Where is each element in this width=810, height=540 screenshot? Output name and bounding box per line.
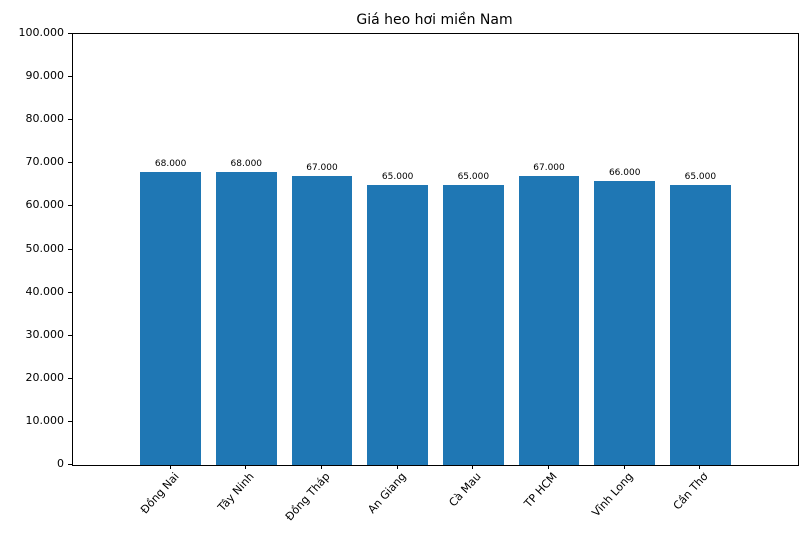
- bar-value-label: 68.000: [154, 158, 187, 169]
- y-tick-mark: [68, 291, 72, 293]
- chart-title: Giá heo hơi miền Nam: [356, 12, 513, 28]
- y-tick-label: 30.000: [25, 327, 65, 341]
- y-tick-label: 10.000: [25, 413, 65, 427]
- y-tick-label: 50.000: [25, 241, 65, 255]
- x-tick-mark: [548, 465, 550, 469]
- bar: [670, 184, 731, 465]
- bar: [291, 176, 353, 465]
- x-tick-mark: [169, 465, 171, 469]
- bar: [367, 184, 428, 465]
- y-tick-mark: [68, 76, 72, 78]
- bar-value-label: 65.000: [381, 171, 414, 182]
- y-tick-mark: [68, 33, 72, 34]
- bar-value-label: 66.000: [608, 167, 641, 178]
- bar: [443, 184, 504, 465]
- y-tick-label: 80.000: [25, 112, 65, 126]
- bar-value-label: 65.000: [684, 171, 717, 182]
- bar: [140, 171, 201, 465]
- bar-value-label: 68.000: [230, 158, 263, 169]
- y-tick-mark: [68, 162, 72, 164]
- x-tick-mark: [472, 465, 474, 469]
- x-tick-mark: [623, 465, 625, 469]
- y-tick-mark: [68, 248, 72, 250]
- y-tick-mark: [68, 420, 72, 422]
- y-tick-mark: [68, 205, 72, 207]
- y-tick-mark: [68, 377, 72, 379]
- y-tick-mark: [68, 334, 72, 336]
- bar-value-label: 67.000: [533, 163, 565, 174]
- plot-area: 68.000 68.000 67.000 65.000 65.000 67.000 66.0…: [72, 33, 799, 466]
- bar-value-label: 65.000: [457, 171, 490, 182]
- y-tick-label: 100.000: [18, 26, 65, 39]
- x-tick-mark: [699, 465, 701, 469]
- x-tick-mark: [320, 465, 322, 469]
- bar: [594, 180, 655, 465]
- y-tick-label: 60.000: [25, 198, 65, 212]
- y-tick-mark: [68, 464, 72, 465]
- x-tick-mark: [245, 465, 247, 469]
- y-tick-mark: [68, 119, 72, 121]
- y-tick-label: 90.000: [25, 69, 65, 83]
- bar-value-label: 67.000: [306, 163, 338, 174]
- y-tick-label: 70.000: [25, 155, 65, 169]
- bar: [518, 176, 580, 465]
- y-tick-label: 40.000: [25, 284, 65, 298]
- bar: [216, 171, 277, 465]
- x-tick-mark: [396, 465, 398, 469]
- x-tick-label: Đồng Nai: [137, 470, 182, 517]
- y-tick-label: 20.000: [25, 370, 65, 384]
- y-tick-label: 0: [57, 457, 64, 470]
